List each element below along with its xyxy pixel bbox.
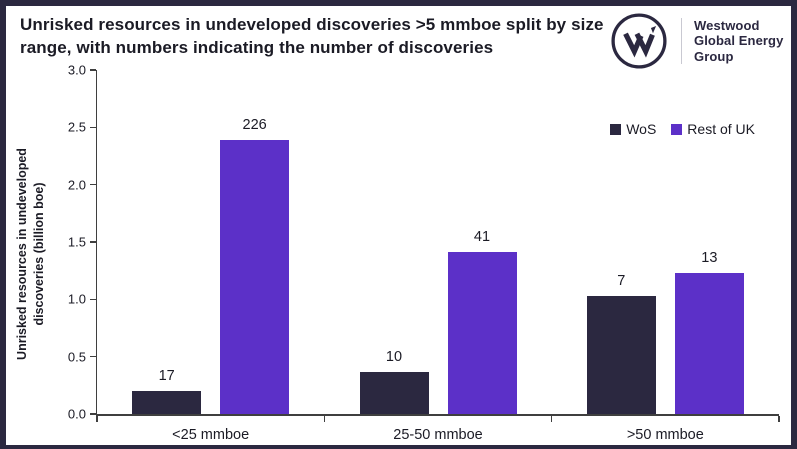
westwood-monogram-icon: [611, 13, 667, 69]
y-tick-label: 2.5: [67, 119, 86, 135]
chart-title: Unrisked resources in undeveloped discov…: [20, 15, 604, 58]
bar-count-label: 41: [473, 229, 491, 246]
bar-wos-25-50-mmboe: [359, 371, 429, 414]
y-tick-mark: [90, 183, 96, 186]
y-tick-mark: [90, 413, 96, 415]
y-tick-mark: [90, 355, 96, 358]
logo-name-line-2: Global Energy: [694, 33, 784, 49]
legend-label: WoS: [626, 121, 657, 137]
x-category-label: <25 mmboe: [172, 427, 250, 443]
x-category-label: 25-50 mmboe: [393, 427, 483, 443]
x-category-label: >50 mmboe: [626, 427, 704, 443]
y-tick-label: 1.0: [67, 291, 86, 307]
y-axis-line: [95, 70, 97, 416]
chart-canvas: Unrisked resources in undeveloped discov…: [6, 6, 791, 445]
westwood-logo: Westwood Global Energy Group: [610, 12, 783, 70]
legend-swatch-icon: [671, 123, 683, 135]
bar-wos-50-mmboe: [586, 295, 656, 414]
logo-divider: [681, 18, 682, 64]
bar-rest-of-uk-50-mmboe: [674, 272, 744, 414]
legend-item-rest-of-uk: Rest of UK: [671, 121, 755, 137]
bar-count-label: 7: [617, 272, 626, 289]
y-tick-label: 2.0: [67, 177, 86, 193]
x-tick-mark: [323, 415, 326, 422]
y-tick-mark: [90, 241, 96, 243]
x-tick-mark: [550, 415, 553, 422]
y-tick-mark: [90, 126, 96, 129]
y-tick-mark: [90, 298, 96, 301]
legend-label: Rest of UK: [687, 121, 755, 137]
bar-wos-25-mmboe: [132, 391, 202, 414]
legend-item-wos: WoS: [610, 121, 656, 137]
bar-count-label: 226: [242, 116, 267, 133]
logo-company-name: Westwood Global Energy Group: [694, 18, 783, 64]
y-tick-label: 3.0: [67, 62, 86, 78]
plot-area: Unrisked resources in undeveloped discov…: [6, 6, 791, 445]
y-tick-label: 0.0: [67, 406, 86, 422]
bar-count-label: 17: [158, 368, 175, 385]
legend-swatch-icon: [610, 123, 622, 135]
y-axis-title: Unrisked resources in undeveloped discov…: [15, 148, 46, 360]
y-tick-label: 0.5: [67, 349, 86, 365]
x-tick-mark: [778, 415, 780, 422]
bar-rest-of-uk-25-50-mmboe: [447, 252, 517, 414]
y-tick-label: 1.5: [67, 234, 86, 250]
legend: WoS Rest of UK: [610, 121, 755, 137]
x-axis-line: [95, 414, 779, 416]
bar-count-label: 10: [385, 348, 403, 365]
bar-count-label: 13: [701, 249, 718, 266]
x-tick-mark: [96, 415, 98, 422]
logo-name-line-1: Westwood: [694, 18, 760, 33]
bar-rest-of-uk-25-mmboe: [220, 139, 290, 414]
y-tick-mark: [90, 69, 96, 71]
logo-name-line-3: Group: [694, 48, 734, 64]
